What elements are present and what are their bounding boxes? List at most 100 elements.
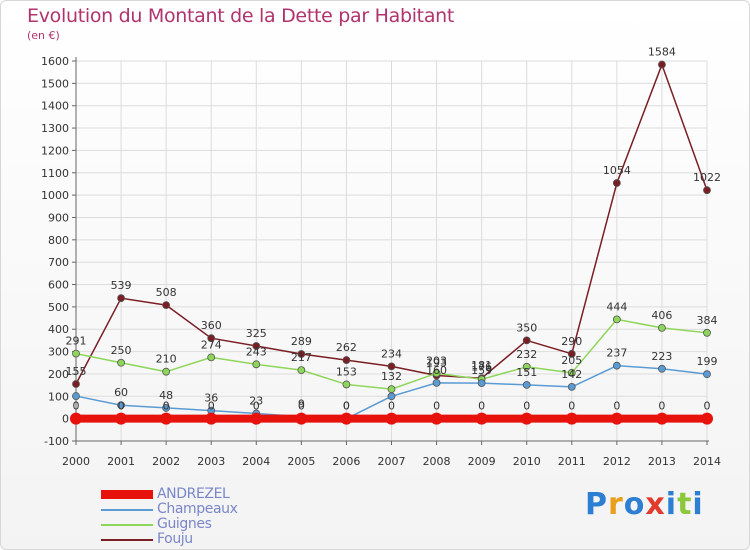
- data-label: 0: [343, 400, 350, 413]
- x-tick-label: 2012: [603, 455, 631, 468]
- data-point: [162, 367, 171, 376]
- data-point: [703, 186, 711, 195]
- data-point: [297, 350, 306, 358]
- data-label: 291: [66, 335, 87, 348]
- data-point: [612, 179, 621, 187]
- data-point: [522, 336, 531, 345]
- data-label: 160: [426, 364, 447, 377]
- x-tick-label: 2003: [197, 455, 225, 468]
- legend-item-champeaux: Champeaux: [101, 501, 351, 517]
- y-tick-label: 700: [48, 256, 69, 269]
- data-point: [477, 379, 486, 388]
- legend-label: ANDREZEL: [157, 486, 230, 502]
- logo-letter: o: [623, 487, 646, 522]
- data-point: [475, 412, 488, 425]
- y-tick-label: 200: [48, 368, 69, 381]
- data-label: 384: [697, 314, 718, 327]
- y-tick-label: 1200: [41, 144, 69, 157]
- legend-item-fouju: Fouju: [101, 531, 351, 547]
- data-label: 132: [381, 370, 402, 383]
- data-label: 243: [246, 345, 267, 358]
- data-point: [567, 368, 576, 377]
- data-point: [522, 362, 531, 371]
- y-tick-label: 500: [48, 301, 69, 314]
- x-tick-label: 2002: [152, 455, 180, 468]
- data-label: 289: [291, 335, 312, 348]
- data-label: 0: [658, 400, 665, 413]
- unit-label: (en €): [27, 29, 60, 42]
- data-label: 1584: [648, 46, 676, 59]
- data-point: [432, 369, 441, 378]
- data-label: 0: [253, 400, 260, 413]
- data-label: 250: [111, 344, 132, 357]
- grid: [75, 60, 708, 442]
- data-point: [385, 412, 398, 425]
- data-label: 508: [156, 286, 177, 299]
- legend: ANDREZEL Champeaux Guignes Fouju: [101, 486, 351, 547]
- data-label: 155: [66, 365, 87, 378]
- data-point: [162, 404, 171, 412]
- x-tick-label: 2010: [513, 455, 541, 468]
- data-point: [72, 349, 80, 358]
- y-tick-label: 1600: [41, 55, 69, 68]
- data-point: [658, 364, 666, 373]
- data-point: [205, 412, 218, 425]
- data-label: 223: [651, 350, 672, 363]
- data-label: 0: [163, 400, 170, 413]
- data-point: [610, 412, 623, 425]
- data-label: 0: [433, 400, 440, 413]
- legend-item-andrezel: ANDREZEL: [101, 486, 351, 502]
- data-point: [612, 315, 621, 324]
- chart-title: Evolution du Montant de la Dette par Hab…: [27, 5, 455, 27]
- data-point: [567, 383, 576, 391]
- x-tick-label: 2005: [287, 455, 315, 468]
- y-tick-label: 100: [48, 390, 69, 403]
- data-point: [342, 380, 351, 389]
- logo-letter: P: [585, 487, 608, 522]
- axes: -100010020030040050060070080090010001100…: [41, 55, 721, 468]
- data-label: 0: [208, 400, 215, 413]
- y-tick-label: 1100: [41, 167, 69, 180]
- data-label: 199: [697, 355, 718, 368]
- data-point: [565, 412, 578, 425]
- y-tick-label: 400: [48, 323, 69, 336]
- data-point: [567, 349, 576, 358]
- series-lines: [70, 60, 713, 425]
- logo-letter: t: [677, 487, 693, 522]
- data-label: 193: [426, 357, 447, 370]
- data-point: [207, 353, 216, 362]
- data-label: 262: [336, 341, 357, 354]
- y-tick-label: 600: [48, 279, 69, 292]
- legend-swatch: [101, 490, 153, 499]
- data-point: [703, 328, 711, 337]
- data-label: 0: [298, 400, 305, 413]
- data-label: 36: [204, 392, 218, 405]
- data-label: 0: [568, 400, 575, 413]
- proxiti-logo: Proxiti: [585, 487, 704, 522]
- x-tick-label: 2009: [468, 455, 496, 468]
- data-point: [160, 412, 173, 425]
- data-point: [115, 412, 128, 425]
- data-label: 151: [516, 366, 537, 379]
- data-point: [207, 334, 216, 343]
- data-label: 406: [651, 309, 672, 322]
- data-point: [703, 370, 711, 379]
- data-label: 234: [381, 347, 402, 360]
- x-tick-label: 2014: [693, 455, 721, 468]
- x-tick-label: 2013: [648, 455, 676, 468]
- legend-swatch: [101, 539, 153, 541]
- y-tick-label: 1000: [41, 189, 69, 202]
- data-label: 48: [159, 389, 173, 402]
- x-tick-label: 2006: [332, 455, 360, 468]
- data-point: [70, 412, 82, 425]
- data-label: 0: [118, 400, 125, 413]
- data-label: 1054: [603, 164, 631, 177]
- data-label: 360: [201, 319, 222, 332]
- data-point: [295, 412, 308, 425]
- logo-letter: r: [608, 487, 624, 522]
- x-tick-label: 2008: [423, 455, 451, 468]
- data-label: 0: [523, 400, 530, 413]
